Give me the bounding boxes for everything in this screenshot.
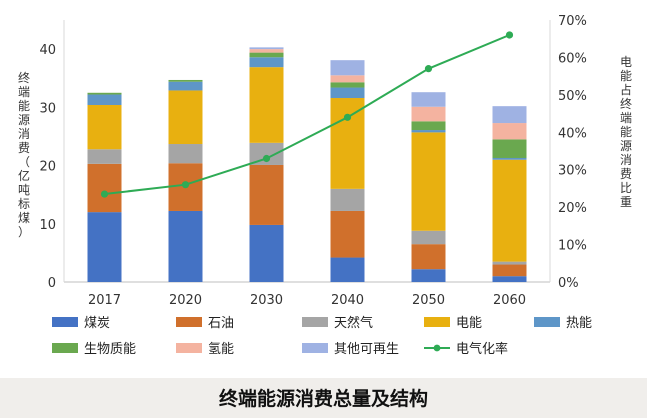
legend-swatch bbox=[52, 317, 78, 327]
legend-label: 热能 bbox=[566, 316, 592, 331]
y-tick-label: 40 bbox=[39, 43, 56, 58]
bar-segment bbox=[87, 105, 122, 150]
electrification-line bbox=[100, 31, 514, 198]
line-point bbox=[100, 190, 109, 198]
bar-segment bbox=[330, 87, 365, 99]
legend-line-marker bbox=[433, 344, 441, 352]
y-tick-label: 0 bbox=[48, 276, 56, 291]
bar-segment bbox=[249, 57, 284, 68]
x-tick-label: 2050 bbox=[412, 293, 445, 308]
bar-segment bbox=[492, 276, 527, 282]
legend-label: 氢能 bbox=[208, 342, 234, 357]
bar-segment bbox=[168, 90, 203, 145]
bar-segment bbox=[411, 106, 446, 122]
legend-label: 其他可再生 bbox=[334, 342, 399, 357]
y2-tick-label: 40% bbox=[558, 126, 587, 141]
bar-segment bbox=[249, 47, 284, 50]
y2-tick-label: 50% bbox=[558, 89, 587, 104]
line-path bbox=[104, 34, 510, 196]
y-tick-label: 10 bbox=[39, 218, 56, 233]
y2-tick-label: 60% bbox=[558, 51, 587, 66]
legend-label: 石油 bbox=[208, 316, 234, 331]
bar-segment bbox=[330, 188, 365, 211]
x-tick-label: 2060 bbox=[493, 293, 526, 308]
chart-caption: 终端能源消费总量及结构 bbox=[218, 388, 428, 410]
bar-segment bbox=[411, 230, 446, 245]
bar-segment bbox=[411, 92, 446, 107]
bar-segment bbox=[87, 163, 122, 213]
bar-segment bbox=[330, 98, 365, 189]
x-tick-label: 2040 bbox=[331, 293, 364, 308]
x-tick-label: 2020 bbox=[169, 293, 202, 308]
bar-segment bbox=[411, 244, 446, 270]
legend-swatch bbox=[52, 343, 78, 353]
bar-segment bbox=[492, 139, 527, 158]
bar-segment bbox=[492, 106, 527, 124]
x-tick-label: 2030 bbox=[250, 293, 283, 308]
line-point bbox=[424, 65, 433, 73]
bar-segment bbox=[249, 67, 284, 143]
line-point bbox=[181, 181, 190, 189]
bar-segment bbox=[411, 130, 446, 133]
bar-segment bbox=[249, 164, 284, 225]
axis-ticks: 0102030400%10%20%30%40%50%60%70%终端能源消费（亿… bbox=[18, 14, 632, 308]
bar-segment bbox=[87, 149, 122, 164]
legend-swatch bbox=[176, 317, 202, 327]
bar-segment bbox=[168, 144, 203, 164]
bar-segment bbox=[492, 261, 527, 265]
y-tick-label: 30 bbox=[39, 101, 56, 116]
line-point bbox=[343, 113, 352, 121]
legend-swatch bbox=[424, 317, 450, 327]
bar-segment bbox=[492, 123, 527, 140]
line-point bbox=[262, 154, 271, 163]
legend-label: 电气化率 bbox=[456, 341, 508, 357]
legend-label: 天然气 bbox=[334, 315, 373, 331]
bar-segment bbox=[249, 52, 284, 58]
bar-segment bbox=[492, 159, 527, 262]
caption-bar: 终端能源消费总量及结构 bbox=[0, 378, 647, 418]
legend-label: 电能 bbox=[456, 316, 482, 331]
bar-segment bbox=[249, 224, 284, 282]
y2-tick-label: 20% bbox=[558, 201, 587, 216]
y2-tick-label: 70% bbox=[558, 14, 587, 29]
chart-canvas: 0102030400%10%20%30%40%50%60%70%终端能源消费（亿… bbox=[18, 14, 632, 357]
legend-label: 煤炭 bbox=[84, 316, 110, 331]
bar-segment bbox=[330, 75, 365, 83]
legend-swatch bbox=[302, 343, 328, 353]
legend-swatch bbox=[302, 317, 328, 327]
y-axis-title: 终端能源消费（亿吨标煤） bbox=[18, 70, 30, 239]
bar-segment bbox=[411, 132, 446, 231]
bar-segment bbox=[87, 212, 122, 282]
bar-segment bbox=[168, 79, 203, 82]
bar-segment bbox=[87, 92, 122, 95]
legend-swatch bbox=[534, 317, 560, 327]
x-tick-label: 2017 bbox=[88, 293, 121, 308]
legend-swatch bbox=[176, 343, 202, 353]
bar-segment bbox=[168, 210, 203, 282]
bar-segment bbox=[411, 269, 446, 282]
bar-segment bbox=[168, 81, 203, 91]
bar-segment bbox=[330, 210, 365, 258]
line-point bbox=[505, 31, 514, 39]
stacked-bars bbox=[87, 47, 527, 282]
bar-segment bbox=[330, 60, 365, 76]
bar-segment bbox=[492, 264, 527, 277]
y2-tick-label: 10% bbox=[558, 239, 587, 254]
bar-segment bbox=[330, 82, 365, 88]
y2-axis-title: 电能占终端能源消费比重 bbox=[620, 55, 632, 209]
bar-segment bbox=[492, 157, 527, 160]
chart-axes bbox=[63, 20, 551, 283]
bar-segment bbox=[249, 49, 284, 53]
legend-label: 生物质能 bbox=[84, 342, 136, 357]
bar-segment bbox=[411, 121, 446, 131]
bar-segment bbox=[249, 142, 284, 165]
y2-tick-label: 30% bbox=[558, 164, 587, 179]
bar-segment bbox=[330, 257, 365, 282]
y2-tick-label: 0% bbox=[558, 276, 579, 291]
bar-segment bbox=[87, 94, 122, 106]
y-tick-label: 20 bbox=[39, 160, 56, 175]
